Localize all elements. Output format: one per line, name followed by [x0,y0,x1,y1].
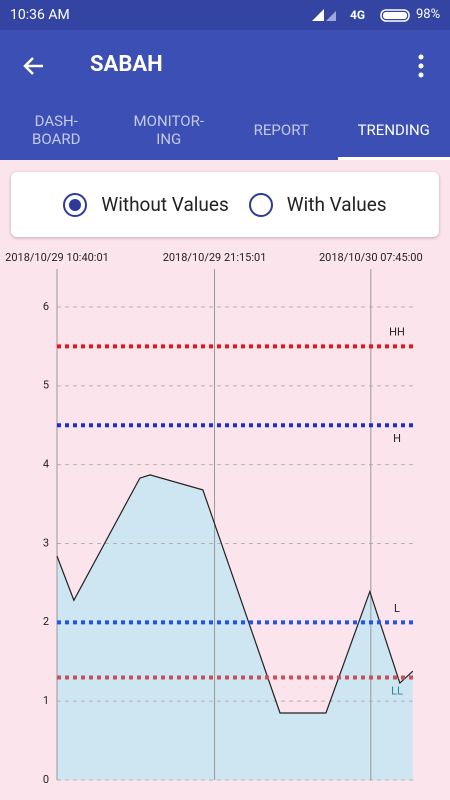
line [56,474,414,714]
tab[interactable]: DASH- BOARD [0,100,113,160]
radio-option[interactable]: Without Values [63,192,229,217]
tab[interactable]: MONITOR- ING [113,100,226,160]
y-tick-label: 6 [43,300,49,313]
tab[interactable]: TRENDING [337,100,450,160]
y-tick-label: 2 [43,615,49,628]
y-tick-label: 5 [43,379,49,392]
back-button[interactable] [22,54,46,78]
x-tick-label: 2018/10/29 21:15:01 [163,251,267,264]
area [57,474,413,780]
tab-label: TRENDING [357,121,430,139]
threshold-label: L [394,602,400,615]
tab-label: DASH- [34,112,78,130]
signal-icon [312,9,336,21]
tab-label: ING [156,130,182,148]
battery: 98% [416,7,441,22]
y-tick-label: 0 [43,773,49,786]
x-tick-label: 2018/10/29 10:40:01 [5,251,109,264]
battery-icon [380,9,410,22]
x-tick-label: 2018/10/30 07:45:00 [319,251,423,264]
radio-label: With Values [286,193,387,216]
radio-option[interactable]: With Values [248,192,387,217]
threshold-label: HH [389,325,405,338]
tab-label: REPORT [253,121,309,139]
threshold-label: LL [391,684,403,697]
mode-selector: Without Values With Values [11,172,439,237]
app-bar: SABAH [0,30,450,100]
radio-button[interactable] [248,192,273,217]
status-bar: 10:36 AM 4G 98% [0,0,450,30]
title: SABAH [90,52,163,77]
network: 4G [350,8,366,22]
tab[interactable]: REPORT [225,100,338,160]
tab-bar: DASH- BOARD MONITOR- ING REPORT TRENDING [0,100,450,160]
radio-button[interactable] [63,192,88,217]
chart: 0 1 2 3 4 5 6 2018/10/29 10:40:01 2018/10/29 21:… [5,251,423,786]
menu-button[interactable] [416,54,426,78]
y-tick-label: 1 [43,694,49,707]
radio-label: Without Values [101,193,229,216]
y-tick-label: 4 [43,458,49,471]
tab-label: BOARD [32,130,81,148]
clock: 10:36 AM [10,7,70,23]
tab-label: MONITOR- [133,112,204,130]
y-tick-label: 3 [43,536,49,549]
threshold-label: H [393,432,401,445]
radio-dot [69,198,82,211]
